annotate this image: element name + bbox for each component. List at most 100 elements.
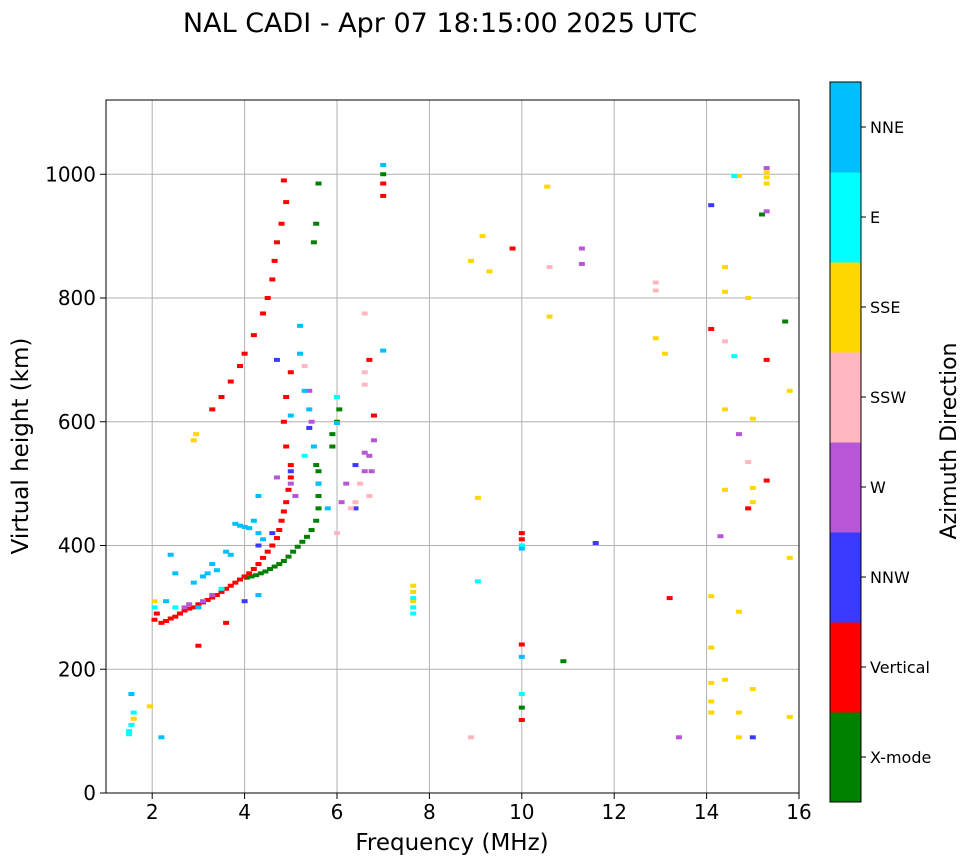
data-point-x-mode (285, 554, 292, 559)
data-point-nne (315, 481, 322, 486)
data-point-e (410, 596, 417, 601)
data-point-vertical (380, 181, 387, 186)
data-point-vertical (278, 221, 285, 226)
data-point-ssw (361, 382, 368, 387)
data-point-w (361, 469, 368, 474)
data-point-x-mode (315, 494, 322, 498)
data-point-w (273, 475, 280, 480)
data-point-nne (246, 526, 253, 531)
data-point-ssw (352, 500, 359, 505)
y-tick-label: 400 (58, 534, 96, 558)
data-point-vertical (380, 193, 387, 198)
data-point-sse (708, 699, 715, 704)
plot-frame (105, 99, 800, 794)
data-point-vertical (287, 370, 294, 375)
data-point-w (735, 432, 742, 437)
colorbar-label: NNW (870, 568, 910, 587)
data-point-x-mode (248, 574, 255, 579)
data-point-vertical (285, 487, 292, 492)
data-point-nne (518, 654, 525, 659)
data-point-w (306, 388, 313, 393)
x-axis-label: Frequency (MHz) (355, 830, 548, 856)
plot-area (106, 100, 799, 793)
x-tick-label: 14 (694, 800, 719, 824)
data-point-sse (410, 583, 417, 588)
data-point-sse (546, 314, 553, 319)
chart-title: NAL CADI - Apr 07 18:15:00 2025 UTC (183, 8, 697, 39)
y-tick-label: 800 (58, 286, 96, 310)
data-point-nne (158, 735, 165, 740)
data-point-nne (241, 524, 248, 529)
data-point-vertical (250, 567, 257, 572)
data-point-vertical (223, 620, 230, 625)
data-point-e (172, 605, 179, 610)
data-point-ssw (652, 288, 659, 293)
data-point-ssw (745, 459, 752, 464)
data-point-x-mode (253, 573, 260, 578)
data-point-nne (209, 562, 216, 567)
data-point-vertical (241, 351, 248, 356)
data-point-sse (193, 432, 200, 437)
colorbar-label: X-mode (870, 748, 931, 767)
colorbar-segment-ssw (830, 352, 861, 443)
y-axis: 0 200 400 600 800 1000 (45, 162, 106, 805)
data-point-vertical (518, 642, 525, 647)
data-point-nnw (352, 506, 359, 511)
data-point-w (343, 481, 350, 486)
data-point-e (301, 453, 308, 458)
data-point-sse (151, 599, 158, 604)
data-point-nne (310, 444, 317, 449)
data-point-e (218, 586, 225, 591)
data-point-vertical (167, 616, 174, 621)
data-point-vertical (666, 596, 673, 601)
data-point-w (287, 481, 294, 486)
data-point-sse (662, 351, 669, 356)
data-point-vertical (204, 597, 211, 602)
data-point-sse (190, 438, 197, 443)
data-point-vertical (264, 549, 271, 554)
data-point-vertical (287, 463, 294, 468)
data-point-sse (749, 416, 756, 421)
data-point-sse (130, 716, 137, 721)
data-point-sse (146, 704, 153, 709)
data-point-w (181, 605, 188, 610)
data-point-ssw (357, 481, 364, 486)
data-point-vertical (209, 407, 216, 412)
data-point-x-mode (303, 534, 310, 539)
data-point-nnw (273, 357, 280, 362)
data-point-vertical (218, 395, 225, 399)
data-point-vertical (158, 620, 165, 625)
data-point-x-mode (329, 432, 336, 437)
data-point-vertical (218, 589, 225, 594)
data-point-vertical (763, 478, 770, 483)
data-point-e (518, 543, 525, 548)
data-point-ssw (366, 494, 373, 498)
colorbar-label: SSW (870, 388, 906, 407)
data-point-e (126, 732, 133, 737)
data-point-x-mode (294, 544, 301, 549)
data-point-nne (297, 323, 304, 328)
data-point-nne (163, 599, 170, 604)
data-point-x-mode (280, 558, 287, 563)
data-point-w (717, 534, 724, 539)
data-point-w (200, 599, 207, 604)
data-point-nne (324, 506, 331, 511)
colorbar-title: Azimuth Direction (937, 342, 962, 539)
data-point-w (578, 246, 585, 251)
data-point-nne (232, 521, 239, 526)
data-point-e (128, 722, 135, 727)
data-point-vertical (283, 395, 290, 399)
data-point-sse (722, 677, 729, 682)
data-point-x-mode (315, 181, 322, 186)
data-point-vertical (283, 200, 290, 205)
data-point-sse (708, 594, 715, 599)
data-point-vertical (264, 296, 271, 300)
x-tick-label: 2 (146, 800, 159, 824)
data-point-vertical (518, 537, 525, 542)
data-point-vertical (190, 605, 197, 610)
data-point-nnw (352, 463, 359, 468)
data-point-w (292, 494, 299, 498)
data-point-vertical (269, 543, 276, 548)
data-point-vertical (366, 357, 373, 362)
data-point-x-mode (759, 212, 766, 217)
